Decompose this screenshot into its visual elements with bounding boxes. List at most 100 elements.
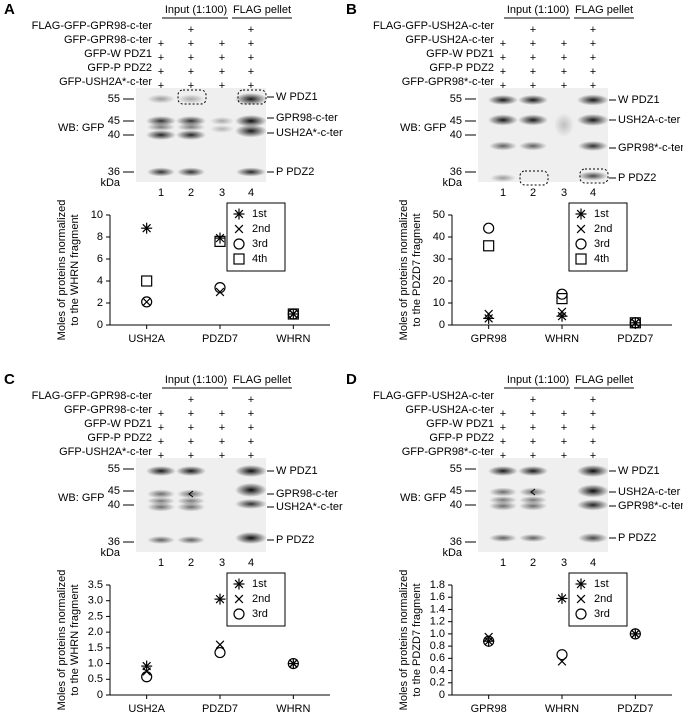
y-tick-label: 2.0 xyxy=(88,626,103,638)
marker-circle xyxy=(483,222,495,234)
blot-band xyxy=(147,497,175,505)
row-label: FLAG-GFP-USH2A-c-ter xyxy=(373,20,494,32)
blot-band xyxy=(177,502,205,512)
row-sign: + xyxy=(158,436,164,448)
x-tick-label: WHRN xyxy=(276,703,310,715)
row-label: GFP-P PDZ2 xyxy=(87,62,152,74)
marker-stroke xyxy=(557,594,567,603)
marker-circle xyxy=(233,608,245,620)
y-tick-label: 0.4 xyxy=(430,664,445,676)
data-point xyxy=(287,308,299,320)
legend-symbol xyxy=(575,238,587,250)
band-label: P PDZ2 xyxy=(276,166,314,178)
row-sign: + xyxy=(530,422,536,434)
row-sign: + xyxy=(530,408,536,420)
marker-square xyxy=(575,253,587,265)
data-point xyxy=(141,296,153,308)
row-sign: + xyxy=(500,52,506,64)
row-label: GFP-GPR98-c-ter xyxy=(64,404,152,416)
blot-band xyxy=(577,465,609,477)
marker-stroke xyxy=(484,309,493,319)
y-tick-label: 1.2 xyxy=(430,616,445,628)
panel-letter: B xyxy=(346,1,357,18)
row-sign: + xyxy=(188,394,194,406)
data-point xyxy=(141,222,153,234)
x-tick-label: PDZD7 xyxy=(202,333,238,345)
x-tick-label: WHRN xyxy=(545,333,579,345)
marker-circle xyxy=(575,238,587,250)
row-sign: + xyxy=(188,450,194,462)
marker-stroke xyxy=(576,594,586,604)
data-point xyxy=(142,297,151,307)
y-tick-label: 6 xyxy=(97,253,103,265)
row-label: GFP-GPR98*-c-ter xyxy=(402,446,495,458)
row-sign: + xyxy=(248,66,254,78)
header-input: Input (1:100) xyxy=(165,4,227,16)
y-tick-label: 30 xyxy=(433,253,445,265)
mw-marker: 36 xyxy=(450,166,462,178)
band-label: W PDZ1 xyxy=(618,94,660,106)
marker-circle xyxy=(556,288,568,300)
row-sign: + xyxy=(590,24,596,36)
marker-stroke xyxy=(484,632,493,642)
legend-label: 1st xyxy=(594,208,609,220)
data-point xyxy=(215,287,225,297)
y-axis-label: to the PDZD7 fragment xyxy=(411,583,423,696)
row-sign: + xyxy=(530,52,536,64)
blot-band xyxy=(577,94,609,106)
blot-band xyxy=(177,536,205,544)
y-axis-label: to the WHRN fragment xyxy=(69,584,81,695)
marker-square xyxy=(556,293,568,305)
row-sign: + xyxy=(158,52,164,64)
data-point xyxy=(557,307,567,317)
y-tick-label: 0.8 xyxy=(430,640,445,652)
lane-number: 1 xyxy=(158,187,164,199)
marker-circle xyxy=(214,282,226,294)
header-pellet: FLAG pellet xyxy=(575,374,633,386)
legend-label: 2nd xyxy=(594,223,612,235)
lane-number: 4 xyxy=(590,187,596,199)
mw-marker: 55 xyxy=(450,93,462,105)
blot-band xyxy=(518,95,548,105)
marker-square xyxy=(214,235,226,247)
marker-circle xyxy=(483,635,495,647)
panel: B Input (1:100) FLAG pellet FLAG-GFP-USH2A-… xyxy=(346,1,683,345)
marker-stroke xyxy=(142,297,151,307)
row-sign: + xyxy=(219,408,225,420)
blot-band xyxy=(177,497,205,505)
data-point xyxy=(556,288,568,300)
marker-circle xyxy=(141,296,153,308)
row-sign: + xyxy=(248,408,254,420)
y-tick-label: 0 xyxy=(439,689,445,701)
row-sign: + xyxy=(500,436,506,448)
blot-band xyxy=(210,125,234,133)
blot-band xyxy=(176,116,206,126)
row-sign: + xyxy=(530,436,536,448)
legend-symbol xyxy=(575,253,587,265)
row-sign: + xyxy=(248,80,254,92)
row-label: GFP-P PDZ2 xyxy=(87,432,152,444)
data-point xyxy=(214,646,226,659)
marker-stroke xyxy=(234,224,244,234)
row-label: GFP-GPR98*-c-ter xyxy=(402,76,495,88)
legend-label: 2nd xyxy=(594,593,612,605)
blot-band xyxy=(577,499,609,511)
marker-square xyxy=(287,308,299,320)
marker-circle xyxy=(575,608,587,620)
lane-number: 2 xyxy=(530,187,536,199)
mw-marker: 45 xyxy=(108,485,120,497)
row-sign: + xyxy=(590,450,596,462)
blot-band xyxy=(177,489,205,499)
blot-band xyxy=(210,117,234,125)
kda-label: kDa xyxy=(100,547,120,559)
blot-band xyxy=(489,534,517,542)
marker-circle xyxy=(629,628,641,640)
legend-label: 4th xyxy=(252,253,267,265)
row-sign: + xyxy=(590,436,596,448)
blot-band xyxy=(146,116,176,126)
highlight-box xyxy=(519,170,549,186)
data-point xyxy=(141,671,153,683)
lane-number: 3 xyxy=(219,557,225,569)
marker-stroke xyxy=(215,640,225,650)
